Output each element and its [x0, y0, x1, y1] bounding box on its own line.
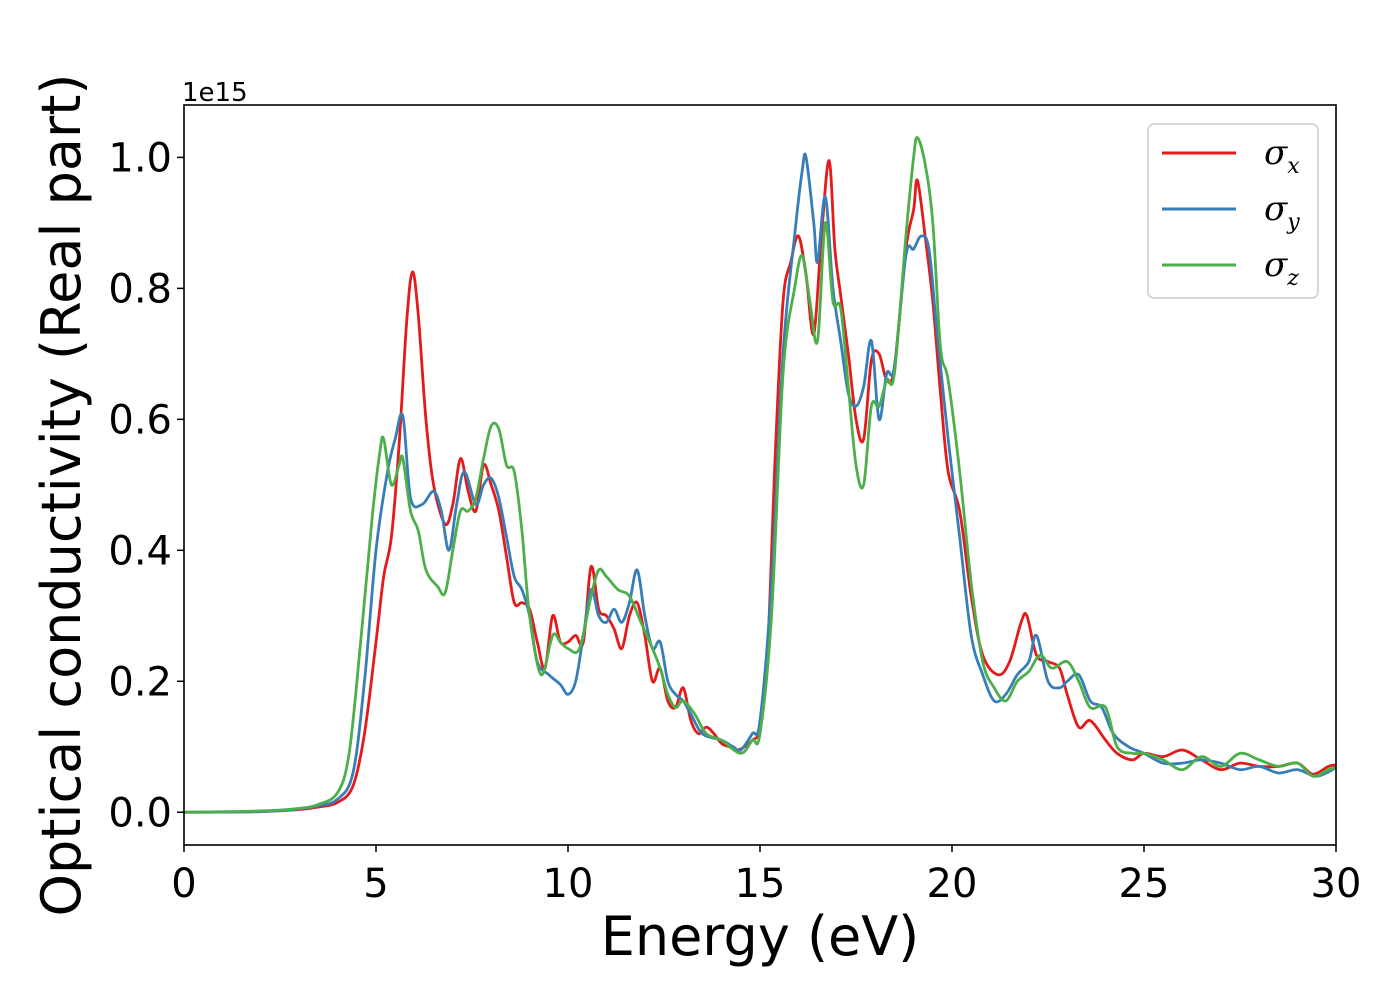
y-axis-label: Optical conductivity (Real part) — [30, 74, 93, 917]
x-tick-label: 25 — [1119, 861, 1170, 907]
y-tick-label: 0.0 — [108, 790, 172, 836]
legend-box — [1147, 123, 1319, 299]
y-tick-label: 0.2 — [108, 659, 172, 705]
x-tick-label: 5 — [363, 861, 388, 907]
y-tick-label: 0.4 — [108, 528, 172, 574]
x-tick-label: 30 — [1311, 861, 1362, 907]
series-line-y — [184, 152, 1336, 814]
y-tick-label: 1.0 — [108, 135, 172, 181]
x-axis-label: Energy (eV) — [601, 905, 920, 968]
x-tick-label: 15 — [735, 861, 786, 907]
y-axis-ticks: 0.0 0.2 0.4 0.6 0.8 1.0 — [108, 135, 184, 836]
series-layer — [184, 136, 1336, 814]
x-tick-label: 0 — [171, 861, 196, 907]
y-tick-label: 0.6 — [108, 397, 172, 443]
x-tick-label: 20 — [927, 861, 978, 907]
series-line-z — [184, 136, 1336, 814]
x-axis-ticks: 0 5 10 15 20 25 30 — [171, 845, 1361, 907]
y-tick-label: 0.8 — [108, 266, 172, 312]
x-tick-label: 10 — [543, 861, 594, 907]
y-axis-offset-label: 1e15 — [182, 78, 248, 108]
